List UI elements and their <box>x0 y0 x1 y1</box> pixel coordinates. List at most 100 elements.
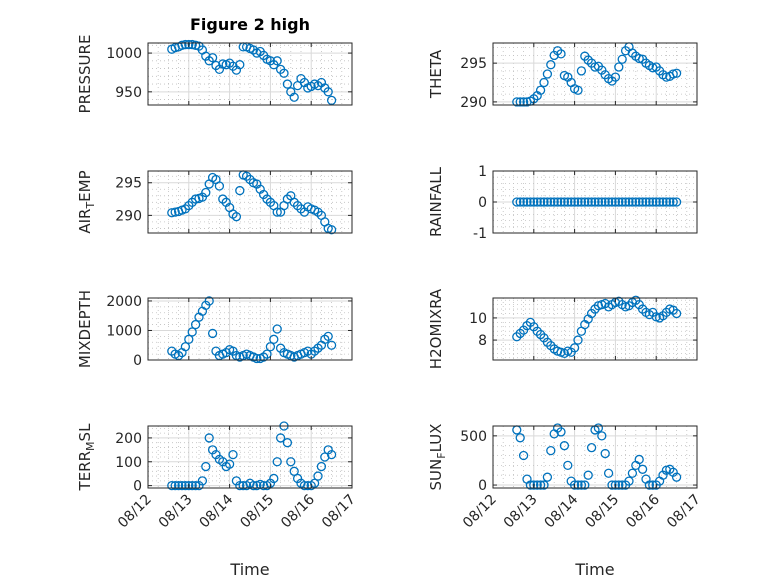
y-axis-label: MIXDEPTH <box>76 290 94 368</box>
data-point <box>576 197 587 207</box>
data-point <box>214 181 225 191</box>
data-point <box>559 197 570 207</box>
data-point <box>600 448 610 459</box>
x-tick-label: 08/12 <box>115 492 155 532</box>
data-point <box>532 197 542 207</box>
data-point <box>529 480 539 490</box>
data-point <box>167 480 177 491</box>
data-point <box>207 53 218 63</box>
data-point <box>190 480 201 491</box>
y-tick-label: 295 <box>460 56 487 72</box>
data-point <box>326 95 337 105</box>
data-point <box>586 443 597 453</box>
data-point <box>272 207 282 217</box>
series-rainfall <box>512 197 682 207</box>
data-point <box>522 197 532 207</box>
x-tick-label: 08/12 <box>460 492 500 532</box>
data-point <box>627 468 638 478</box>
data-point <box>614 197 624 207</box>
y-tick-label: 8 <box>478 333 487 349</box>
y-axis-label-main: SUN <box>427 459 445 491</box>
subplot-terr-msl: 0 100 200 08/12 08/13 08/14 08/15 08/16 08/17 TER… <box>76 421 359 532</box>
data-point <box>637 464 648 474</box>
data-point <box>286 457 296 467</box>
data-point <box>525 197 536 207</box>
data-point <box>624 476 634 486</box>
data-point <box>177 480 187 491</box>
data-point <box>580 197 590 207</box>
data-point <box>170 207 180 217</box>
data-point <box>576 66 587 76</box>
data-point <box>535 85 546 95</box>
data-point <box>637 197 648 207</box>
data-point <box>542 472 553 482</box>
data-point <box>177 40 187 50</box>
data-point <box>671 308 682 319</box>
data-point <box>184 480 194 491</box>
data-point <box>563 460 573 471</box>
data-point <box>631 197 641 207</box>
x-tick-label: 08/16 <box>278 491 318 531</box>
x-tick-label: 08/15 <box>582 492 622 532</box>
data-point <box>661 197 672 207</box>
x-tick-label: 08/15 <box>237 492 277 532</box>
data-point <box>569 197 580 207</box>
x-tick-label: 08/14 <box>542 491 582 531</box>
data-point <box>187 39 197 50</box>
data-point <box>269 334 279 344</box>
data-point <box>658 197 668 207</box>
subplot-mixdepth: 0 1000 2000 MIXDEPTH <box>76 290 353 369</box>
data-point <box>535 480 546 490</box>
data-point <box>269 473 279 484</box>
y-tick-label: 10 <box>469 311 487 327</box>
y-axis-label-main: AIR <box>76 209 94 234</box>
data-point <box>559 441 570 451</box>
data-point <box>671 472 682 482</box>
data-point <box>289 92 299 102</box>
data-point <box>549 197 559 207</box>
data-point <box>248 480 259 491</box>
data-point <box>187 327 197 337</box>
data-point <box>610 72 621 82</box>
data-point <box>180 480 191 491</box>
data-point <box>624 197 634 207</box>
data-point <box>665 197 675 207</box>
data-point <box>262 349 272 359</box>
data-point <box>593 423 604 433</box>
data-point <box>552 197 563 207</box>
data-point <box>641 197 651 207</box>
data-point <box>235 60 245 70</box>
data-point <box>542 69 553 79</box>
series-theta <box>512 42 682 107</box>
series-sun-flux <box>512 423 682 490</box>
data-point <box>671 197 682 207</box>
data-point <box>668 69 678 79</box>
data-point <box>272 457 282 467</box>
data-point <box>617 480 627 490</box>
y-axis-label: THETA <box>427 49 445 99</box>
data-point <box>563 197 573 207</box>
data-point <box>532 480 542 490</box>
data-point <box>279 68 289 78</box>
data-point <box>173 480 184 491</box>
y-tick-label: -1 <box>473 226 487 242</box>
data-point <box>313 471 323 481</box>
data-point <box>668 197 678 207</box>
axes-box <box>147 425 353 489</box>
data-point <box>542 197 553 207</box>
y-tick-label: 1 <box>478 164 487 180</box>
data-point <box>231 212 242 222</box>
data-point <box>197 476 208 486</box>
data-point <box>207 328 218 339</box>
data-point <box>252 353 262 364</box>
data-point <box>512 197 522 207</box>
data-point <box>539 197 549 207</box>
y-tick-label: 0 <box>133 353 142 369</box>
data-point <box>580 480 590 490</box>
y-tick-label: 100 <box>115 455 142 471</box>
data-point <box>265 342 276 352</box>
data-point <box>597 197 607 207</box>
data-point <box>620 197 631 207</box>
